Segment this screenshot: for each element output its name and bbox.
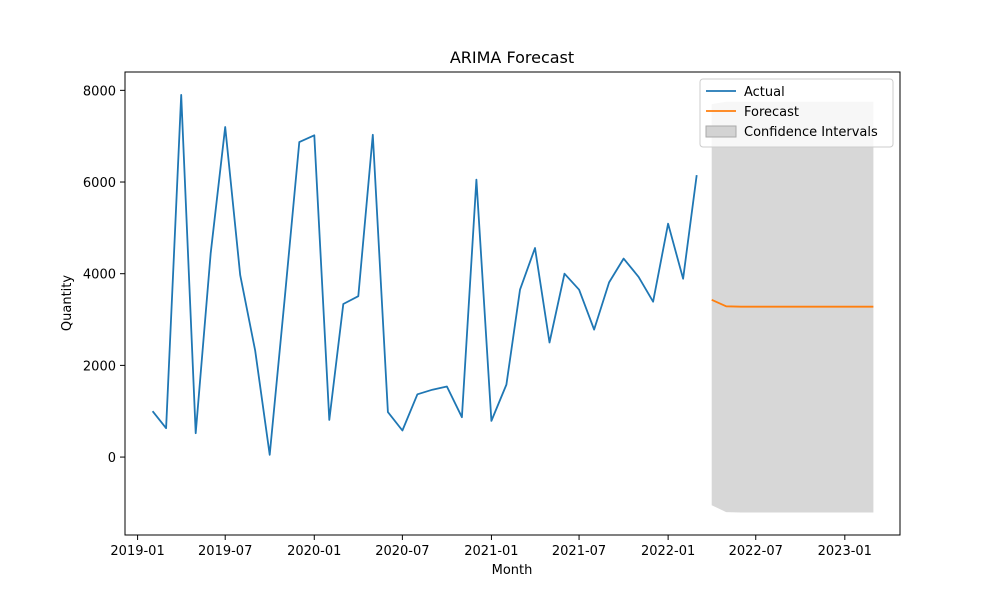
x-axis: 2019-01 2019-07 2020-01 2020-07 2021-01 2021-…: [110, 535, 872, 559]
x-tick-label: 2020-07: [375, 544, 429, 559]
legend-forecast-label: Forecast: [744, 105, 799, 120]
y-tick-label: 4000: [83, 268, 116, 283]
y-tick-label: 0: [108, 451, 116, 466]
actual-series-line: [151, 94, 698, 456]
forecast-series-line: [711, 298, 874, 308]
plot-area: [151, 94, 874, 513]
y-tick-label: 8000: [83, 84, 116, 99]
x-tick-label: 2021-01: [464, 544, 518, 559]
x-axis-label: Month: [492, 563, 533, 578]
legend: Actual Forecast Confidence Intervals: [699, 78, 894, 148]
x-tick-label: 2022-07: [729, 544, 783, 559]
legend-actual-label: Actual: [744, 85, 785, 100]
y-axis: 0 2000 4000 6000 8000: [83, 84, 125, 466]
x-tick-label: 2022-01: [641, 544, 695, 559]
x-tick-label: 2019-07: [198, 544, 252, 559]
y-axis-label: Quantity: [60, 275, 75, 331]
x-tick-label: 2023-01: [818, 544, 872, 559]
legend-ci-label: Confidence Intervals: [744, 125, 878, 140]
legend-ci-swatch: [705, 125, 737, 138]
chart-title: ARIMA Forecast: [450, 48, 574, 67]
x-tick-label: 2021-07: [552, 544, 606, 559]
y-tick-label: 6000: [83, 176, 116, 191]
x-tick-label: 2020-01: [287, 544, 341, 559]
legend-box: [699, 78, 894, 148]
x-tick-label: 2019-01: [110, 544, 164, 559]
axes-frame: [124, 71, 901, 536]
y-tick-label: 2000: [83, 359, 116, 374]
